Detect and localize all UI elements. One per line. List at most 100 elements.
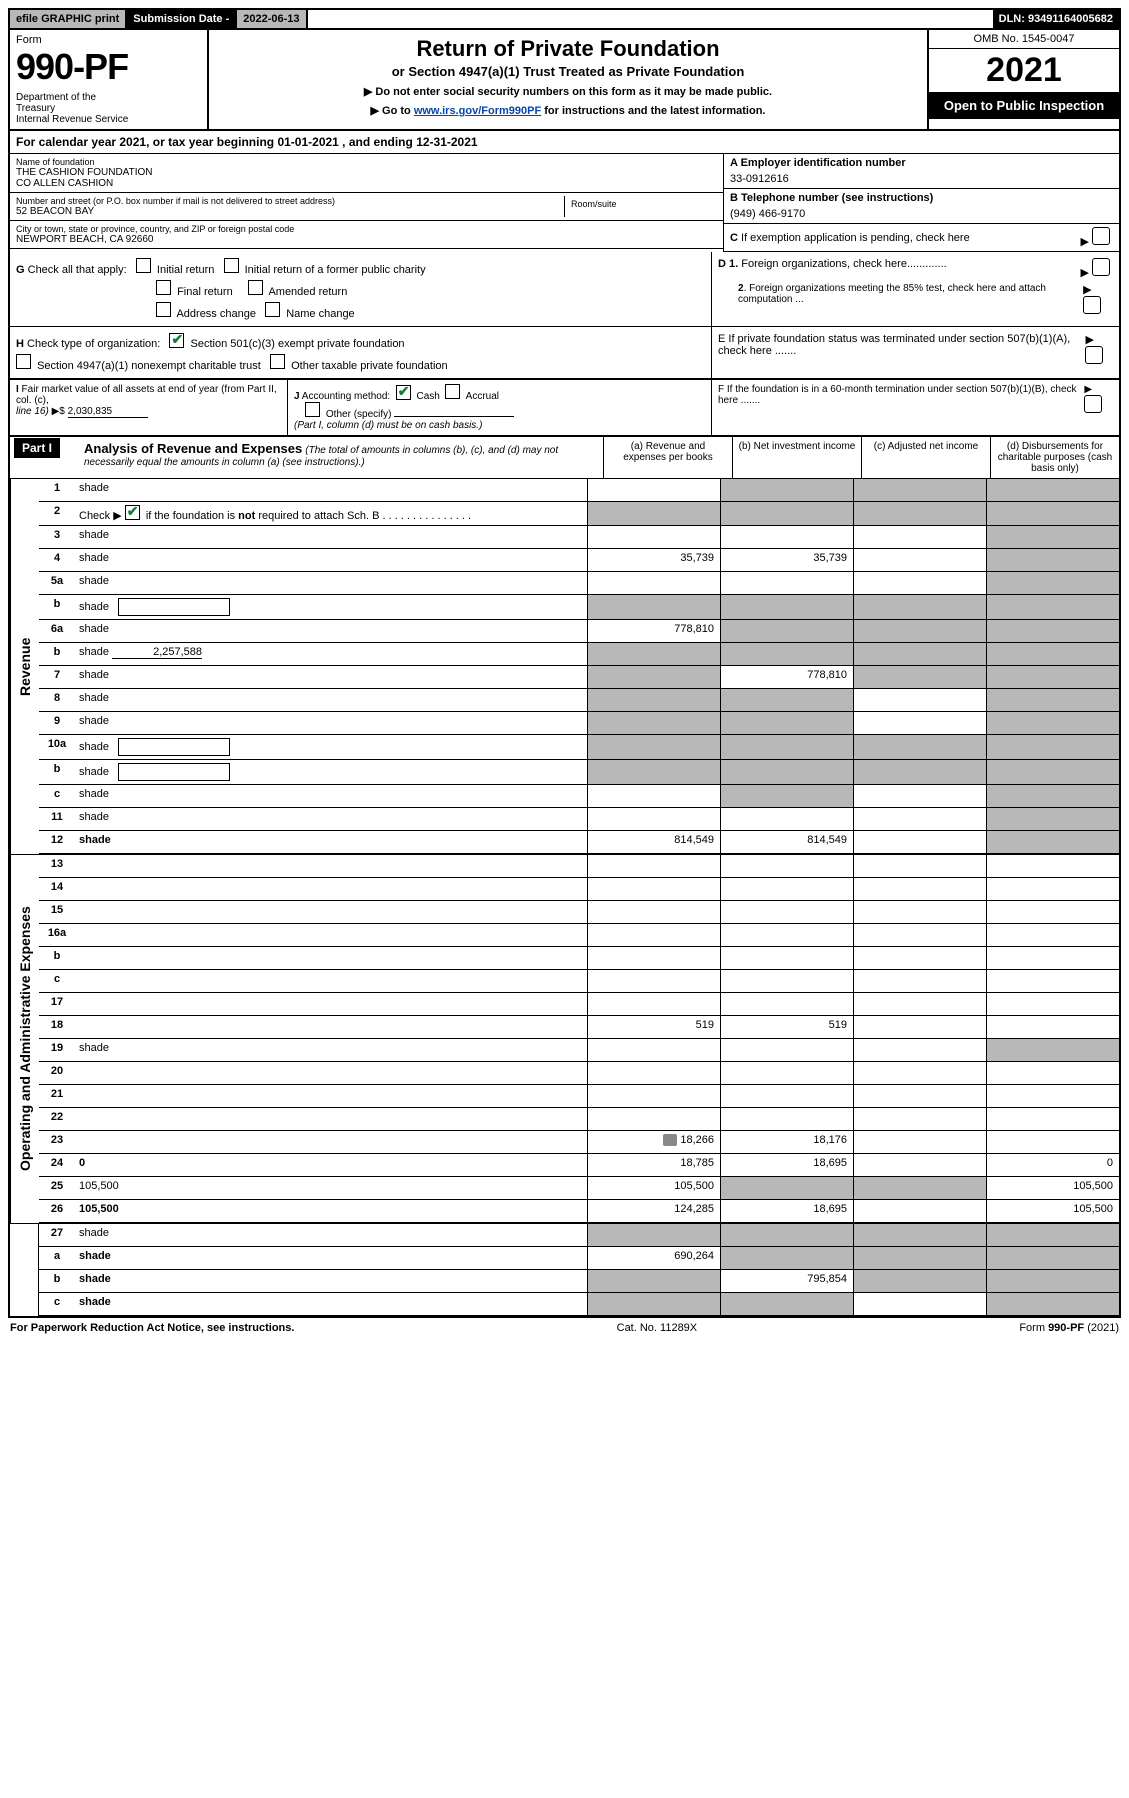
val-cell xyxy=(853,1039,986,1061)
chk-other-taxable[interactable] xyxy=(270,354,285,369)
line-num: 11 xyxy=(39,808,75,830)
part1-header: Part I Analysis of Revenue and Expenses … xyxy=(8,437,1121,479)
check-section-he: H Check type of organization: Section 50… xyxy=(8,327,1121,379)
c-label: C If exemption application is pending, c… xyxy=(730,232,970,244)
val-cell xyxy=(986,1224,1119,1246)
val-cell xyxy=(720,1293,853,1315)
attachment-icon[interactable] xyxy=(663,1134,677,1146)
val-cell xyxy=(853,1270,986,1292)
val-cell: 690,264 xyxy=(587,1247,720,1269)
val-cell xyxy=(720,878,853,900)
chk-initial-former[interactable] xyxy=(224,258,239,273)
line-desc: shade xyxy=(75,1270,587,1292)
val-cell xyxy=(720,595,853,619)
line-num: 16a xyxy=(39,924,75,946)
g-opt-1: Initial return of a former public charit… xyxy=(245,264,426,276)
d2-checkbox[interactable] xyxy=(1083,296,1101,314)
footer-left: For Paperwork Reduction Act Notice, see … xyxy=(10,1322,294,1334)
line-desc xyxy=(75,1085,587,1107)
val-cell xyxy=(720,993,853,1015)
chk-address-change[interactable] xyxy=(156,302,171,317)
val-cell xyxy=(720,808,853,830)
ein-cell: A Employer identification number 33-0912… xyxy=(724,154,1119,189)
val-cell xyxy=(587,666,720,688)
g-opt-2: Final return xyxy=(177,286,233,298)
val-cell xyxy=(720,1062,853,1084)
line-desc: 105,500 xyxy=(75,1200,587,1222)
val-cell xyxy=(587,901,720,923)
irs-link[interactable]: www.irs.gov/Form990PF xyxy=(414,105,541,117)
val-cell xyxy=(986,502,1119,525)
calyear-end: 12-31-2021 xyxy=(416,135,477,149)
table-row: 15 xyxy=(39,901,1119,924)
e-section: E If private foundation status was termi… xyxy=(711,327,1119,378)
line-num: c xyxy=(39,1293,75,1315)
val-cell xyxy=(587,947,720,969)
chk-initial-return[interactable] xyxy=(136,258,151,273)
val-cell xyxy=(587,712,720,734)
chk-cash[interactable] xyxy=(396,385,411,400)
net-rows: 27shadeashade690,264bshade795,854cshade xyxy=(39,1224,1119,1316)
chk-other-method[interactable] xyxy=(305,402,320,417)
val-cell xyxy=(986,924,1119,946)
val-cell xyxy=(720,712,853,734)
val-cell xyxy=(853,901,986,923)
val-cell: 814,549 xyxy=(720,831,853,853)
phone-label: B Telephone number (see instructions) xyxy=(730,192,1113,204)
g-opt-3: Amended return xyxy=(268,286,347,298)
info-left: Name of foundation THE CASHION FOUNDATIO… xyxy=(10,154,723,252)
expenses-rows: 13141516abc171851951919shade2021222318,2… xyxy=(39,855,1119,1223)
line-num: 21 xyxy=(39,1085,75,1107)
h-opt1: Section 501(c)(3) exempt private foundat… xyxy=(191,338,405,350)
f-checkbox[interactable] xyxy=(1084,395,1102,413)
val-cell: 814,549 xyxy=(587,831,720,853)
room-cell: Room/suite xyxy=(565,196,717,217)
line-num: c xyxy=(39,785,75,807)
line-desc xyxy=(75,947,587,969)
val-cell xyxy=(587,1108,720,1130)
val-cell xyxy=(587,595,720,619)
chk-schb[interactable] xyxy=(125,505,140,520)
header-right: OMB No. 1545-0047 2021 Open to Public In… xyxy=(927,30,1119,129)
chk-501c3[interactable] xyxy=(169,333,184,348)
i-section: I Fair market value of all assets at end… xyxy=(10,380,288,435)
val-cell xyxy=(853,1224,986,1246)
table-row: 1shade xyxy=(39,479,1119,502)
val-cell xyxy=(853,947,986,969)
table-row: 19shade xyxy=(39,1039,1119,1062)
line-desc xyxy=(75,1131,587,1153)
line-num: 9 xyxy=(39,712,75,734)
val-cell xyxy=(853,595,986,619)
val-cell xyxy=(853,1154,986,1176)
line-desc: shade xyxy=(75,572,587,594)
d2-label: 2. Foreign organizations meeting the 85%… xyxy=(738,283,1083,317)
c-checkbox[interactable] xyxy=(1092,227,1110,245)
chk-4947a1[interactable] xyxy=(16,354,31,369)
chk-accrual[interactable] xyxy=(445,384,460,399)
line-desc xyxy=(75,1016,587,1038)
table-row: 9shade xyxy=(39,712,1119,735)
addr-row: Number and street (or P.O. box number if… xyxy=(10,193,723,221)
val-cell xyxy=(720,901,853,923)
table-row: 2318,26618,176 xyxy=(39,1131,1119,1154)
d1-checkbox[interactable] xyxy=(1092,258,1110,276)
addr-label: Number and street (or P.O. box number if… xyxy=(16,196,564,206)
line-num: 14 xyxy=(39,878,75,900)
val-cell xyxy=(853,1247,986,1269)
chk-final-return[interactable] xyxy=(156,280,171,295)
line-desc: shade xyxy=(75,735,587,759)
ijf-section: I Fair market value of all assets at end… xyxy=(8,379,1121,437)
name-value: THE CASHION FOUNDATIONCO ALLEN CASHION xyxy=(16,167,717,189)
chk-name-change[interactable] xyxy=(265,302,280,317)
line-desc: shade xyxy=(75,620,587,642)
e-label: E If private foundation status was termi… xyxy=(718,333,1085,367)
expenses-table: Operating and Administrative Expenses 13… xyxy=(8,855,1121,1224)
e-checkbox[interactable] xyxy=(1085,346,1103,364)
omb-number: OMB No. 1545-0047 xyxy=(929,30,1119,49)
chk-amended-return[interactable] xyxy=(248,280,263,295)
line-num: 3 xyxy=(39,526,75,548)
g-opt-5: Name change xyxy=(286,308,355,320)
line-desc xyxy=(75,878,587,900)
val-cell xyxy=(853,1200,986,1222)
val-cell xyxy=(986,735,1119,759)
